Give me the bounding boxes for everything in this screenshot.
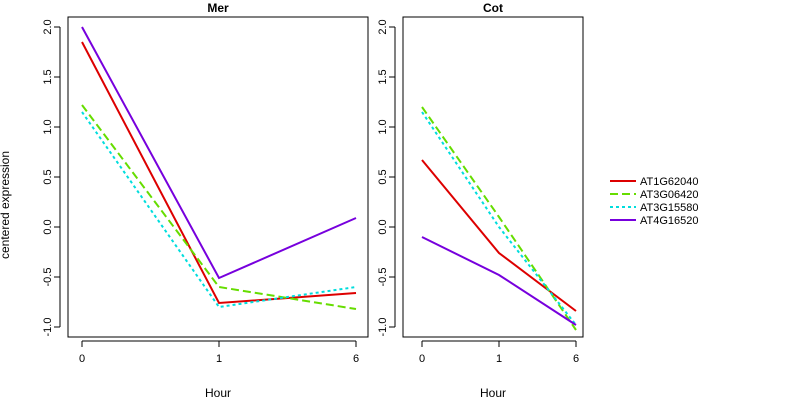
panel-title: Mer	[207, 1, 229, 15]
x-tick-label: 1	[216, 353, 222, 365]
series-line-at3g06420	[81, 104, 357, 310]
legend-item: AT4G16520	[610, 215, 699, 227]
y-tick-label: -1.0	[42, 318, 54, 337]
y-tick-label: 0.0	[42, 219, 54, 234]
x-axis-title: Hour	[205, 386, 231, 400]
y-tick-label: -0.5	[377, 268, 389, 287]
x-tick-label: 0	[79, 353, 85, 365]
series-line-at4g16520	[421, 236, 577, 326]
series-line-at4g16520	[81, 26, 357, 280]
series-line-at1g62040	[421, 159, 577, 312]
x-tick-label: 6	[353, 353, 359, 365]
legend-label: AT3G15580	[640, 202, 699, 214]
y-axis-title: centered expression	[0, 151, 12, 259]
x-tick-label: 6	[573, 353, 579, 365]
plot-frame	[67, 16, 369, 338]
series-line-at1g62040	[81, 41, 357, 305]
plot-frame	[402, 16, 584, 338]
y-tick-label: 1.0	[42, 119, 54, 134]
x-tick-label: 1	[496, 353, 502, 365]
y-tick-label: -0.5	[42, 268, 54, 287]
legend-item: AT3G06420	[610, 189, 699, 201]
y-tick-label: 2.0	[377, 19, 389, 34]
panel-cot: Cot -1.0 -0.5 0.0 0.5 1.0 1.5 2.0 0 1 6 Hour	[377, 1, 584, 400]
legend-item: AT3G15580	[610, 202, 699, 214]
y-tick-label: 1.0	[377, 119, 389, 134]
y-tick-label: 0.5	[42, 169, 54, 184]
legend-label: AT1G62040	[640, 176, 699, 188]
series-line-at3g15580	[81, 111, 357, 309]
x-axis-title: Hour	[480, 386, 506, 400]
panel-mer: Mer -1.0 -0.5 0.0 0.5 1.0 1.5 2.0 0 1 6 Hour	[42, 1, 369, 400]
series-line-at3g15580	[421, 111, 577, 326]
series-line-at3g06420	[421, 106, 577, 331]
panels: Mer -1.0 -0.5 0.0 0.5 1.0 1.5 2.0 0 1 6 Hour Cot -1.0…	[42, 1, 584, 400]
y-tick-label: -1.0	[377, 318, 389, 337]
panel-title: Cot	[483, 1, 503, 15]
y-tick-label: 1.5	[377, 69, 389, 84]
y-tick-label: 0.5	[377, 169, 389, 184]
legend-item: AT1G62040	[610, 176, 699, 188]
y-tick-label: 1.5	[42, 69, 54, 84]
y-tick-label: 0.0	[377, 219, 389, 234]
x-tick-label: 0	[419, 353, 425, 365]
legend-label: AT3G06420	[640, 189, 699, 201]
y-tick-label: 2.0	[42, 19, 54, 34]
legend-label: AT4G16520	[640, 215, 699, 227]
